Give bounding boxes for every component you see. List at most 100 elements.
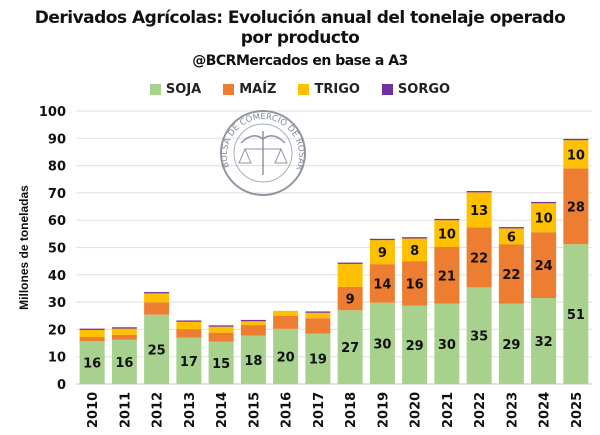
x-tick-label: 2013 <box>183 392 198 428</box>
y-tick-label: 0 <box>57 378 66 393</box>
x-tick-label: 2012 <box>151 392 166 428</box>
legend-label: TRIGO <box>314 82 360 97</box>
bar-trigo-2018 <box>337 263 363 287</box>
data-label: 14 <box>373 277 391 292</box>
y-tick-label: 10 <box>48 351 66 366</box>
x-tick-label: 2024 <box>538 392 553 428</box>
seal-wings <box>240 135 286 144</box>
legend-swatch <box>149 84 161 95</box>
bar-soja-2025 <box>563 244 589 384</box>
bar-maíz-2011 <box>111 334 137 340</box>
bar-soja-2015 <box>240 335 266 384</box>
legend-swatch <box>298 84 310 95</box>
chart-subtitle: @BCRMercados en base a A3 <box>192 53 408 69</box>
data-label: 16 <box>406 277 424 292</box>
legend: SOJA MAÍZ TRIGO SORGO <box>0 82 600 97</box>
bar-maíz-2022 <box>466 227 492 288</box>
bar-sorgo-2013 <box>176 320 202 322</box>
bar-maíz-2016 <box>273 315 299 329</box>
bar-maíz-2017 <box>305 318 331 334</box>
data-label: 17 <box>180 355 198 370</box>
data-label: 20 <box>277 350 295 365</box>
data-label: 28 <box>567 200 585 215</box>
y-tick-label: 70 <box>48 187 66 202</box>
bar-trigo-2017 <box>305 312 331 319</box>
data-label: 21 <box>438 269 456 284</box>
bar-trigo-2022 <box>466 192 492 228</box>
chart-title-line1: Derivados Agrícolas: Evolución anual del… <box>34 8 566 28</box>
bar-sorgo-2023 <box>498 227 524 229</box>
data-label: 32 <box>535 335 553 350</box>
bar-trigo-2021 <box>434 220 460 247</box>
bar-trigo-2020 <box>402 238 428 262</box>
x-tick-label: 2021 <box>441 392 456 428</box>
data-label: 29 <box>502 338 520 353</box>
bar-trigo-2010 <box>79 329 105 338</box>
y-tick-label: 30 <box>48 296 66 311</box>
data-label: 16 <box>83 357 101 372</box>
data-label: 24 <box>535 259 553 274</box>
bar-soja-2022 <box>466 287 492 384</box>
x-tick-label: 2025 <box>570 392 585 428</box>
data-label: 51 <box>567 308 585 323</box>
bar-trigo-2013 <box>176 321 202 330</box>
bar-maíz-2013 <box>176 329 202 338</box>
bar-soja-2014 <box>208 341 234 384</box>
data-label: 19 <box>309 353 327 368</box>
data-label: 15 <box>212 357 230 372</box>
data-label: 10 <box>438 228 456 243</box>
x-tick-label: 2014 <box>215 392 230 428</box>
bar-maíz-2012 <box>144 302 170 315</box>
x-tick-label: 2016 <box>280 392 295 428</box>
bar-sorgo-2017 <box>305 311 331 313</box>
bar-trigo-2024 <box>531 203 557 233</box>
bar-soja-2012 <box>144 314 170 384</box>
bar-sorgo-2015 <box>240 319 266 322</box>
bar-soja-2011 <box>111 339 137 384</box>
bar-soja-2020 <box>402 305 428 384</box>
bar-soja-2017 <box>305 333 331 384</box>
x-tick-label: 2019 <box>376 392 391 428</box>
bar-maíz-2014 <box>208 332 234 342</box>
y-tick-label: 100 <box>39 105 66 120</box>
x-tick-label: 2018 <box>344 392 359 428</box>
legend-label: SOJA <box>165 82 202 97</box>
data-label: 18 <box>244 354 262 369</box>
data-label: 22 <box>502 268 520 283</box>
bar-trigo-2011 <box>111 328 137 335</box>
data-label: 8 <box>410 244 419 259</box>
bar-sorgo-2014 <box>208 325 234 327</box>
watermark-seal-logo: BOLSA DE COMERCIO DE ROSARIO <box>220 110 306 196</box>
chart-title-line2: por producto <box>240 28 360 48</box>
legend-item-maíz: MAÍZ <box>223 82 276 97</box>
seal-outer-ring <box>220 110 306 196</box>
bar-soja-2023 <box>498 303 524 384</box>
seal-scale-pans <box>238 147 288 164</box>
legend-label: MAÍZ <box>239 82 277 97</box>
legend-item-soja: SOJA <box>149 82 202 97</box>
x-tick-label: 2010 <box>86 392 101 428</box>
bar-soja-2021 <box>434 303 460 384</box>
y-tick-label: 20 <box>48 323 66 338</box>
bar-soja-2024 <box>531 298 557 384</box>
y-axis-label: Millones de toneladas <box>17 185 31 310</box>
bar-sorgo-2010 <box>79 328 105 330</box>
bar-soja-2018 <box>337 310 363 384</box>
bar-maíz-2019 <box>369 264 395 303</box>
x-tick-label: 2022 <box>473 392 488 428</box>
data-label: 10 <box>535 212 553 227</box>
seal-inner-ring <box>233 123 293 183</box>
bar-sorgo-2021 <box>434 218 460 221</box>
data-label: 9 <box>378 246 387 261</box>
x-tick-label: 2017 <box>312 392 327 428</box>
bar-maíz-2024 <box>531 232 557 299</box>
bar-sorgo-2018 <box>337 262 363 264</box>
bar-maíz-2018 <box>337 286 363 311</box>
chart-title: Derivados Agrícolas: Evolución anual del… <box>0 8 600 48</box>
bar-maíz-2023 <box>498 244 524 304</box>
bar-sorgo-2024 <box>531 201 557 204</box>
y-tick-label: 40 <box>48 269 66 284</box>
bar-trigo-2016 <box>273 310 299 316</box>
y-tick-label: 80 <box>48 160 66 175</box>
